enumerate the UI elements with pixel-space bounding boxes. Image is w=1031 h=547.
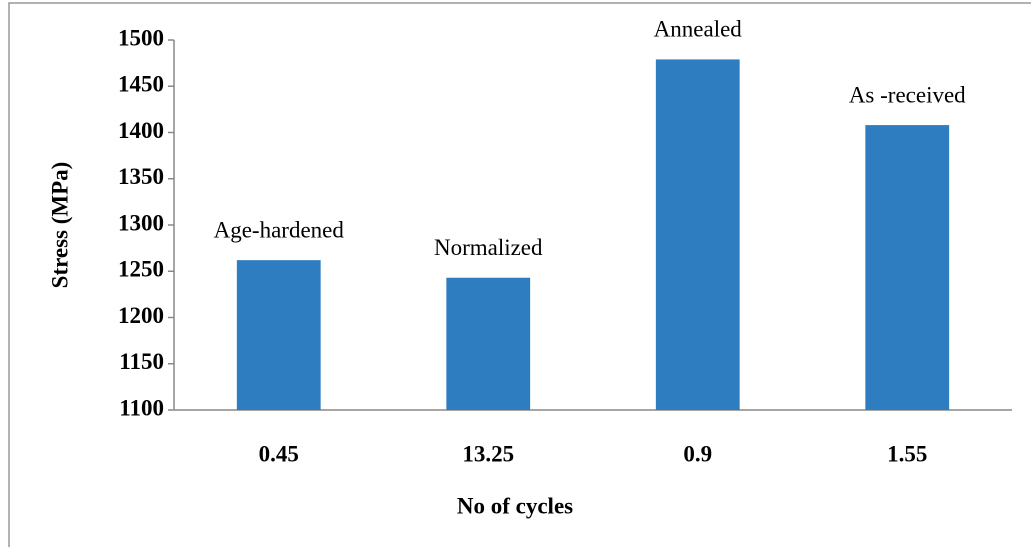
bar-annotation: As -received <box>849 82 966 107</box>
y-axis-title: Stress (MPa) <box>47 162 72 289</box>
frame <box>8 2 1031 547</box>
y-tick-label: 1400 <box>118 118 164 143</box>
y-tick-label: 1250 <box>118 257 164 282</box>
y-tick-label: 1200 <box>118 303 164 328</box>
x-axis-title: No of cycles <box>457 493 573 518</box>
bar <box>865 125 950 410</box>
bar-annotation: Normalized <box>434 235 543 260</box>
x-tick-label: 0.9 <box>683 441 712 466</box>
y-tick-label: 1150 <box>119 349 164 374</box>
bar <box>446 277 531 410</box>
y-tick-label: 1350 <box>118 164 164 189</box>
x-tick-label: 13.25 <box>462 441 514 466</box>
y-tick-label: 1100 <box>119 395 164 420</box>
bar-annotation: Age-hardened <box>214 217 345 242</box>
bar-annotation: Annealed <box>654 17 743 42</box>
x-tick-label: 1.55 <box>887 441 927 466</box>
y-tick-label: 1450 <box>118 72 164 97</box>
x-tick-label: 0.45 <box>259 441 299 466</box>
y-tick-label: 1500 <box>118 25 164 50</box>
y-tick-label: 1300 <box>118 210 164 235</box>
bar <box>236 260 321 410</box>
bar <box>655 59 740 411</box>
